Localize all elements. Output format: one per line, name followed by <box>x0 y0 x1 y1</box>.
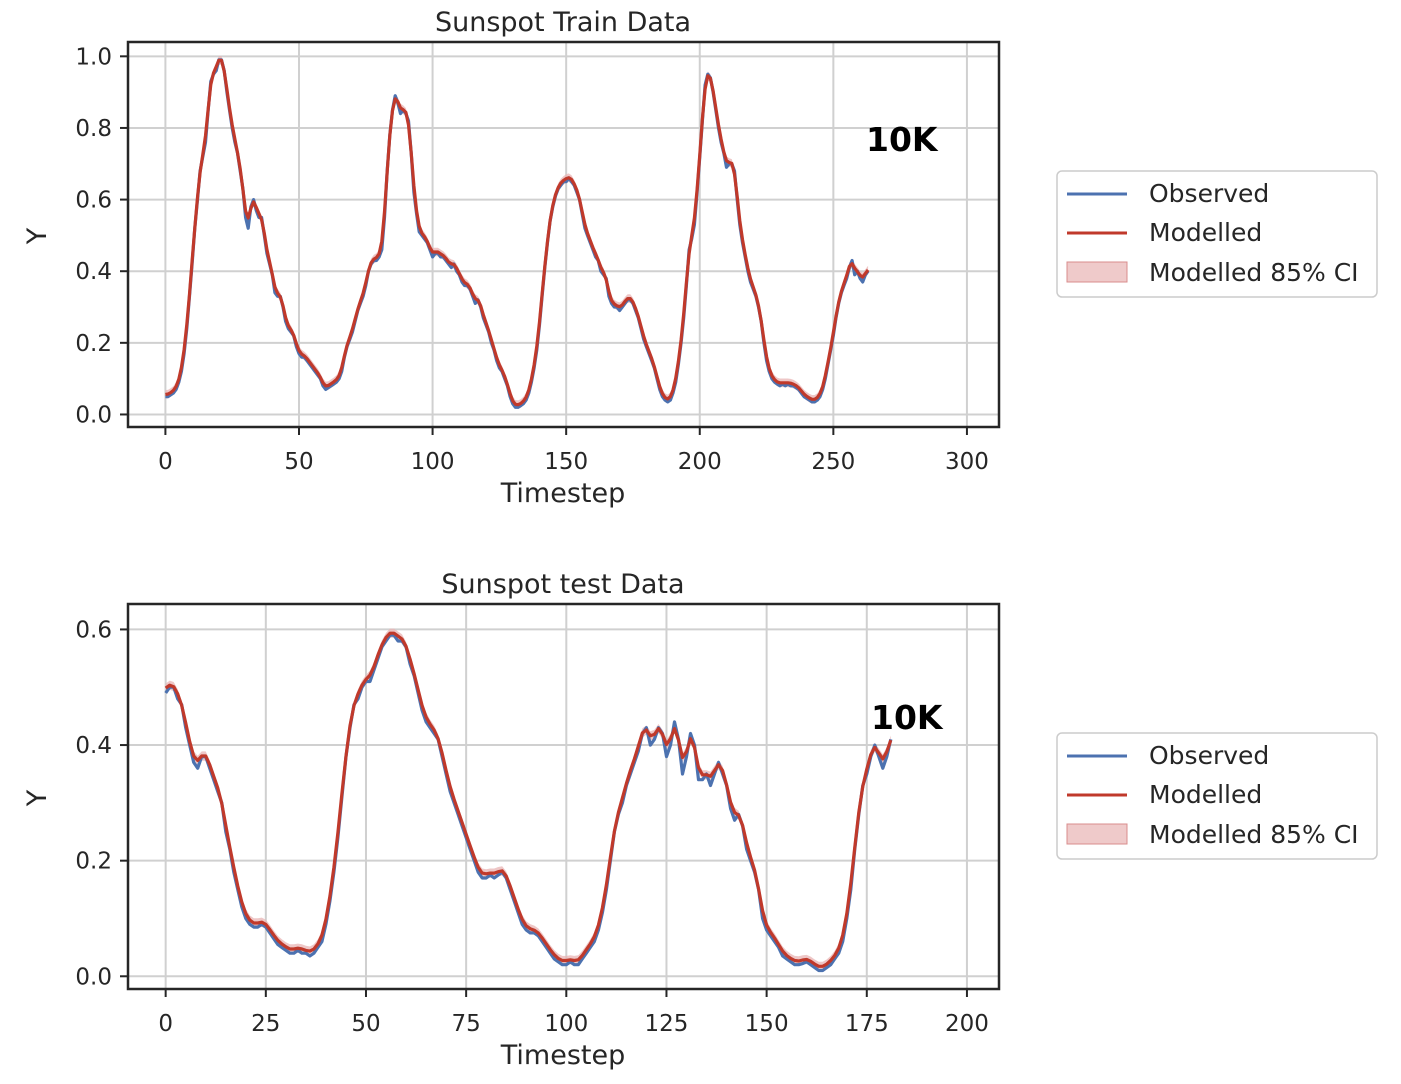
x-tick-label: 175 <box>845 1011 889 1037</box>
x-ticks: 0 50 100 150 200 250 300 <box>158 427 989 475</box>
y-tick-label: 1.0 <box>75 44 112 70</box>
x-tick-label: 25 <box>251 1011 280 1037</box>
chart-title: Sunspot test Data <box>441 569 684 600</box>
modelled-line <box>165 58 870 407</box>
legend-ci-swatch <box>1066 261 1128 283</box>
train-chart: Sunspot Train Data 0 50 100 150 200 250 300 0.… <box>22 7 1378 509</box>
test-chart: Sunspot test Data 0 25 50 75 100 125 150 175 200… <box>22 569 1378 1071</box>
y-tick-label: 0.4 <box>75 259 112 285</box>
legend-observed-label: Observed <box>1149 179 1269 208</box>
legend: Observed Modelled Modelled 85% CI <box>1056 170 1378 298</box>
x-tick-label: 125 <box>645 1011 689 1037</box>
ci-band-area <box>165 56 869 409</box>
x-axis-label: Timestep <box>500 478 625 509</box>
x-tick-label: 200 <box>945 1011 989 1037</box>
x-tick-label: 50 <box>284 449 313 475</box>
legend-ci-label: Modelled 85% CI <box>1149 258 1359 287</box>
series-lines <box>165 58 870 409</box>
observed-line <box>165 58 870 409</box>
legend-ci-label: Modelled 85% CI <box>1149 820 1359 849</box>
x-tick-label: 0 <box>158 449 173 475</box>
grid <box>128 42 999 427</box>
y-tick-label: 0.4 <box>75 733 112 759</box>
x-tick-label: 100 <box>411 449 455 475</box>
legend-ci-swatch <box>1066 823 1128 845</box>
legend-modelled-label: Modelled <box>1149 218 1262 247</box>
x-tick-label: 100 <box>544 1011 588 1037</box>
legend: Observed Modelled Modelled 85% CI <box>1056 732 1378 860</box>
x-tick-label: 200 <box>678 449 722 475</box>
legend-observed-label: Observed <box>1149 741 1269 770</box>
y-tick-label: 0.2 <box>75 331 112 357</box>
legend-frame <box>1056 170 1378 298</box>
y-ticks: 0.0 0.2 0.4 0.6 0.8 1.0 <box>75 44 128 428</box>
grid <box>128 604 999 989</box>
y-tick-label: 0.6 <box>75 188 112 214</box>
y-ticks: 0.0 0.2 0.4 0.6 <box>75 617 128 990</box>
x-tick-label: 0 <box>158 1011 173 1037</box>
legend-modelled-label: Modelled <box>1149 780 1262 809</box>
y-axis-label: Y <box>22 789 53 807</box>
chart-title: Sunspot Train Data <box>435 7 691 38</box>
legend-frame <box>1056 732 1378 860</box>
ci-band <box>165 628 891 971</box>
x-tick-label: 150 <box>745 1011 789 1037</box>
x-tick-label: 75 <box>452 1011 481 1037</box>
x-tick-label: 250 <box>811 449 855 475</box>
y-tick-label: 0.0 <box>75 964 112 990</box>
series-lines <box>164 631 893 973</box>
y-tick-label: 0.8 <box>75 116 112 142</box>
x-tick-label: 300 <box>945 449 989 475</box>
x-axis-label: Timestep <box>500 1040 625 1071</box>
x-tick-label: 150 <box>544 449 588 475</box>
y-tick-label: 0.0 <box>75 402 112 428</box>
x-tick-label: 50 <box>351 1011 380 1037</box>
plot-frame <box>126 40 1001 429</box>
plot-frame <box>126 602 1001 991</box>
y-tick-label: 0.6 <box>75 617 112 643</box>
y-tick-label: 0.2 <box>75 849 112 875</box>
modelled-line <box>164 631 893 968</box>
y-axis-label: Y <box>22 227 53 245</box>
ci-band-area <box>165 628 891 971</box>
observed-line <box>164 633 893 973</box>
ci-band <box>165 56 869 409</box>
annotation-10k: 10K <box>871 698 944 737</box>
x-ticks: 0 25 50 75 100 125 150 175 200 <box>158 989 989 1037</box>
annotation-10k: 10K <box>866 120 939 159</box>
